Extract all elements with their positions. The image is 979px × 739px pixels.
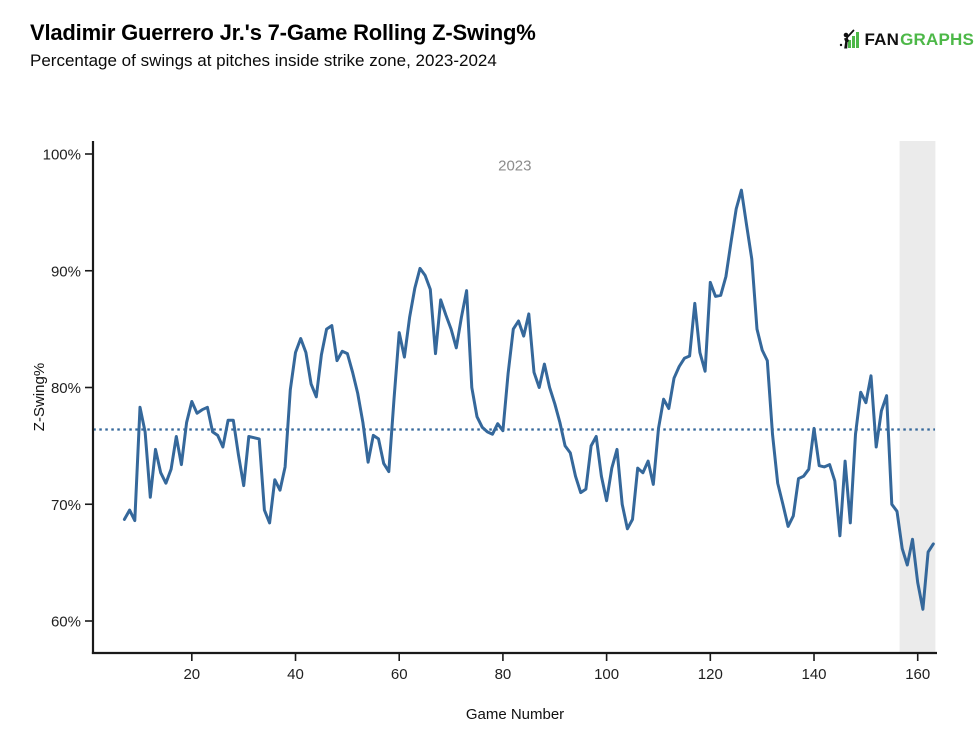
- y-tick-label: 90%: [51, 263, 81, 280]
- fangraphs-logo-icon: [840, 29, 860, 49]
- x-tick-label: 40: [287, 666, 304, 683]
- x-tick-label: 160: [905, 666, 930, 683]
- logo-text-graphs: GRAPHS: [900, 30, 974, 49]
- y-tick-label: 100%: [43, 147, 81, 164]
- y-axis-title: Z-Swing%: [31, 363, 48, 431]
- x-tick-label: 60: [391, 666, 408, 683]
- x-tick-label: 80: [495, 666, 512, 683]
- x-axis-ticks: 20 40 60 80 100 120 140 160: [183, 654, 930, 683]
- y-axis-ticks: 100% 90% 80% 70% 60%: [43, 147, 92, 631]
- shaded-region: [899, 141, 936, 653]
- y-tick-label: 80%: [51, 380, 81, 397]
- y-tick-label: 70%: [51, 497, 81, 514]
- season-annotation: 2023: [498, 157, 531, 174]
- x-axis-title: Game Number: [466, 706, 564, 723]
- page-title: Vladimir Guerrero Jr.'s 7-Game Rolling Z…: [30, 20, 536, 45]
- x-tick-label: 100: [594, 666, 619, 683]
- x-tick-label: 140: [801, 666, 826, 683]
- x-tick-label: 20: [183, 666, 200, 683]
- fangraphs-logo: FAN GRAPHS: [839, 29, 974, 51]
- shaded-region-layer: [899, 141, 936, 653]
- x-tick-label: 120: [698, 666, 723, 683]
- logo-text-fan: FAN: [864, 30, 900, 49]
- page-subtitle: Percentage of swings at pitches inside s…: [30, 51, 497, 71]
- y-tick-label: 60%: [51, 614, 81, 631]
- header: Vladimir Guerrero Jr.'s 7-Game Rolling Z…: [30, 20, 536, 71]
- data-line-layer: [122, 188, 935, 611]
- data-line: [122, 188, 935, 611]
